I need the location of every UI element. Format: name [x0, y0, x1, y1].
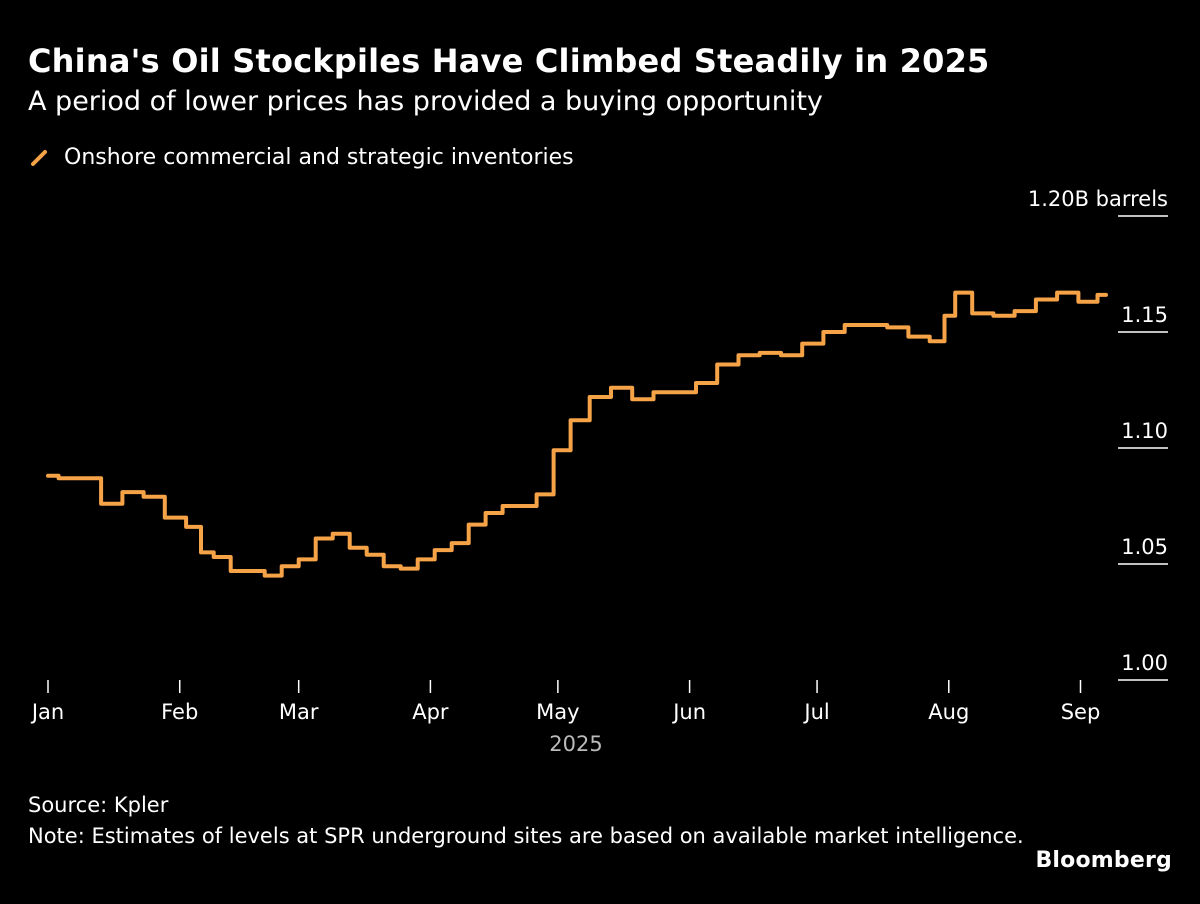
x-tick-label: Jul	[802, 700, 829, 724]
chart-title: China's Oil Stockpiles Have Climbed Stea…	[28, 42, 990, 80]
x-tick-label: Jun	[671, 700, 706, 724]
legend-swatch-icon	[31, 149, 47, 166]
x-tick-label: Mar	[279, 700, 319, 724]
x-axis-title: 2025	[549, 732, 602, 756]
y-tick-label: 1.10	[1121, 419, 1168, 443]
y-tick-label: 1.00	[1121, 651, 1168, 675]
chart-subtitle: A period of lower prices has provided a …	[28, 86, 823, 117]
x-tick-label: Jan	[30, 700, 64, 724]
y-tick-label: 1.15	[1121, 303, 1168, 327]
x-tick-label: Feb	[161, 700, 198, 724]
x-tick-label: May	[536, 700, 579, 724]
footnote: Note: Estimates of levels at SPR undergr…	[28, 824, 1024, 848]
source-note: Source: Kpler	[28, 793, 169, 817]
x-tick-label: Aug	[928, 700, 969, 724]
x-tick-label: Apr	[412, 700, 449, 724]
legend-label: Onshore commercial and strategic invento…	[64, 145, 574, 170]
bloomberg-logo: Bloomberg	[1035, 848, 1172, 873]
x-tick-label: Sep	[1061, 700, 1101, 724]
y-tick-label: 1.05	[1121, 535, 1168, 559]
legend: Onshore commercial and strategic invento…	[30, 145, 574, 170]
y-tick-label: 1.20B barrels	[1028, 187, 1168, 211]
series-line	[46, 290, 1108, 578]
